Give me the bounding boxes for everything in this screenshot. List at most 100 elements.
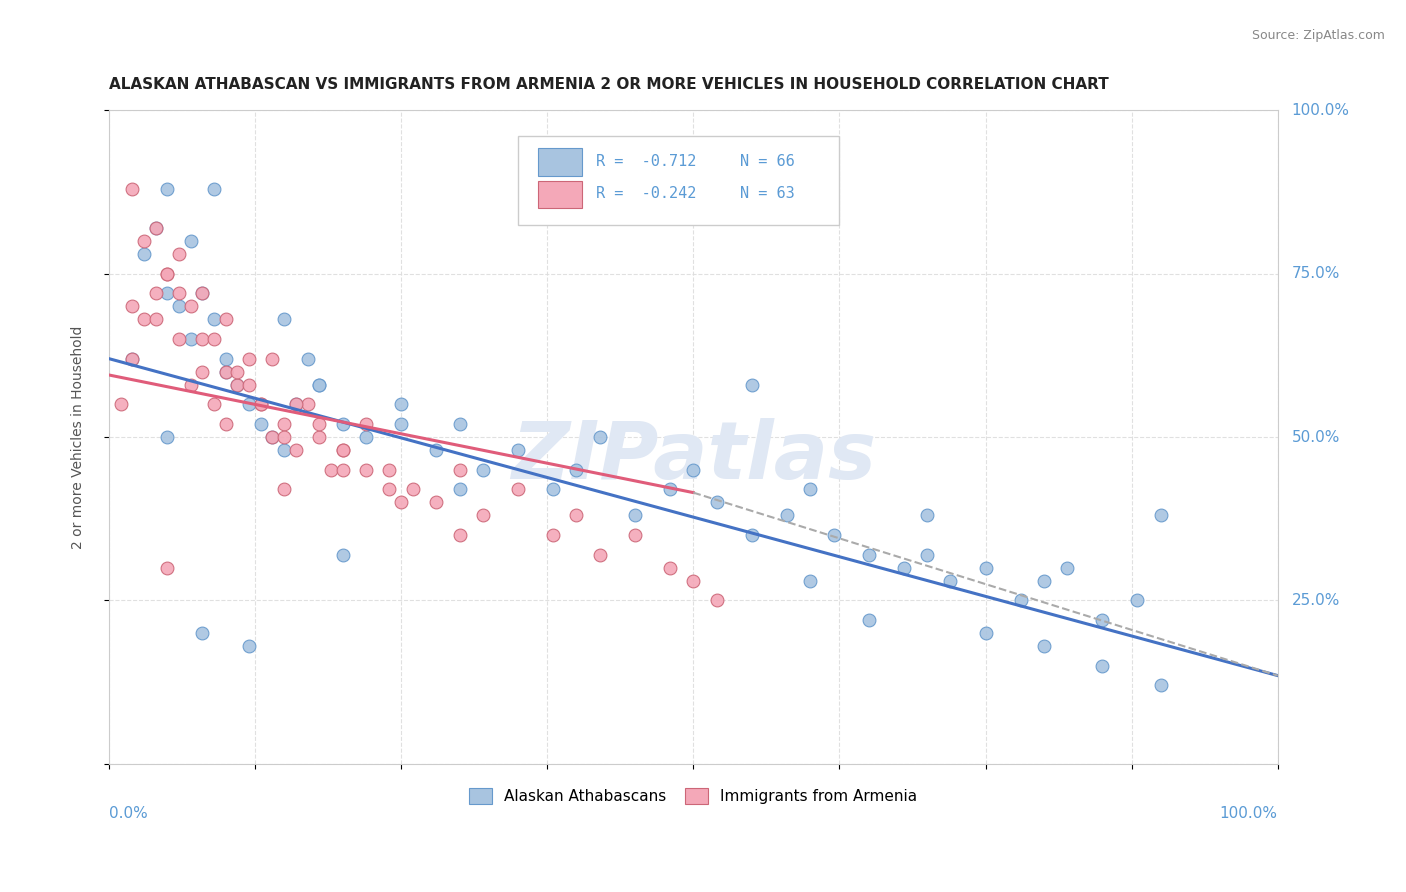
Point <box>471 463 494 477</box>
Text: Source: ZipAtlas.com: Source: ZipAtlas.com <box>1251 29 1385 42</box>
Text: R =  -0.242: R = -0.242 <box>596 186 696 202</box>
Point <box>215 365 238 379</box>
Point <box>191 286 214 301</box>
Point <box>202 332 225 346</box>
Point <box>389 397 412 411</box>
Point <box>354 463 377 477</box>
FancyBboxPatch shape <box>517 136 839 225</box>
Point <box>589 548 612 562</box>
Text: 0.0%: 0.0% <box>108 806 148 822</box>
Point <box>706 495 728 509</box>
Point <box>1091 613 1114 627</box>
Point <box>682 463 704 477</box>
Point <box>273 312 295 326</box>
Text: 75.0%: 75.0% <box>1292 266 1340 281</box>
Point <box>974 561 997 575</box>
Text: ALASKAN ATHABASCAN VS IMMIGRANTS FROM ARMENIA 2 OR MORE VEHICLES IN HOUSEHOLD CO: ALASKAN ATHABASCAN VS IMMIGRANTS FROM AR… <box>108 78 1108 93</box>
Point <box>776 508 799 523</box>
Point <box>939 574 962 588</box>
Point <box>915 548 938 562</box>
Point <box>238 377 260 392</box>
Point <box>238 351 260 366</box>
Point <box>506 483 529 497</box>
Point <box>308 377 330 392</box>
Point <box>658 483 681 497</box>
Point <box>332 443 354 458</box>
Point <box>624 508 647 523</box>
Point <box>202 182 225 196</box>
Point <box>297 397 319 411</box>
Point <box>823 528 845 542</box>
Point <box>202 312 225 326</box>
Text: N = 63: N = 63 <box>740 186 794 202</box>
Legend: Alaskan Athabascans, Immigrants from Armenia: Alaskan Athabascans, Immigrants from Arm… <box>461 780 925 812</box>
Point <box>167 332 190 346</box>
Point <box>682 574 704 588</box>
Point <box>167 247 190 261</box>
FancyBboxPatch shape <box>538 148 582 176</box>
Point <box>262 430 284 444</box>
Point <box>180 377 202 392</box>
Point <box>389 495 412 509</box>
Point <box>332 463 354 477</box>
Point <box>799 574 821 588</box>
Point <box>191 365 214 379</box>
Point <box>226 377 249 392</box>
Point <box>180 299 202 313</box>
Point <box>1056 561 1078 575</box>
Point <box>565 508 588 523</box>
Point <box>215 365 238 379</box>
Point <box>354 430 377 444</box>
Point <box>1150 508 1173 523</box>
Point <box>145 312 167 326</box>
Text: 100.0%: 100.0% <box>1220 806 1278 822</box>
Point <box>156 267 179 281</box>
Point <box>132 247 155 261</box>
Point <box>332 443 354 458</box>
Point <box>262 430 284 444</box>
Point <box>319 463 342 477</box>
Point <box>121 299 143 313</box>
Point <box>1150 678 1173 692</box>
Text: N = 66: N = 66 <box>740 153 794 169</box>
Point <box>471 508 494 523</box>
Point <box>262 351 284 366</box>
Point <box>1033 639 1056 653</box>
Point <box>425 495 447 509</box>
Point <box>180 332 202 346</box>
Point <box>741 377 763 392</box>
Point <box>273 417 295 431</box>
Point <box>284 397 307 411</box>
Point <box>273 443 295 458</box>
Point <box>1126 593 1149 607</box>
FancyBboxPatch shape <box>538 181 582 209</box>
Point <box>249 417 271 431</box>
Point <box>308 430 330 444</box>
Point <box>145 286 167 301</box>
Point <box>589 430 612 444</box>
Point <box>132 234 155 248</box>
Text: R =  -0.712: R = -0.712 <box>596 153 696 169</box>
Point <box>110 397 132 411</box>
Point <box>273 430 295 444</box>
Point <box>215 312 238 326</box>
Point <box>449 483 471 497</box>
Point <box>706 593 728 607</box>
Point <box>1010 593 1032 607</box>
Y-axis label: 2 or more Vehicles in Household: 2 or more Vehicles in Household <box>72 326 86 549</box>
Point <box>297 351 319 366</box>
Point <box>449 528 471 542</box>
Point <box>191 286 214 301</box>
Point <box>121 351 143 366</box>
Point <box>167 286 190 301</box>
Point <box>238 639 260 653</box>
Point <box>156 561 179 575</box>
Point <box>658 561 681 575</box>
Point <box>308 417 330 431</box>
Point <box>121 351 143 366</box>
Point <box>145 221 167 235</box>
Point <box>541 528 564 542</box>
Point <box>238 397 260 411</box>
Point <box>425 443 447 458</box>
Point <box>156 182 179 196</box>
